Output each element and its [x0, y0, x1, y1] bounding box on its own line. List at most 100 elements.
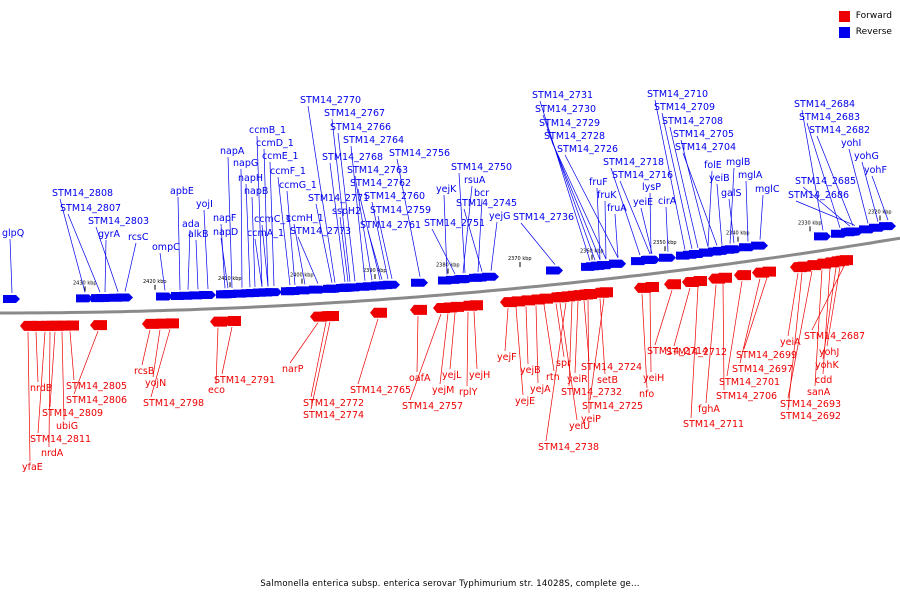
reverse-gene-ccmc-1[interactable]: ccmC_1	[254, 214, 291, 297]
reverse-gene-ccma-1[interactable]: ccmA_1	[247, 228, 284, 297]
forward-gene-eco[interactable]: eco	[208, 316, 227, 396]
reverse-gene-yeib[interactable]: yeiB	[709, 173, 730, 255]
forward-gene-stm14-2798[interactable]: STM14_2798	[143, 318, 204, 409]
reverse-gene-mgla[interactable]: mglA	[738, 170, 763, 252]
reverse-gene-stm14-2736[interactable]: STM14_2736	[513, 212, 574, 275]
gene-label: STM14_2718	[603, 157, 664, 168]
legend-reverse-label: Reverse	[855, 27, 892, 37]
reverse-gene-gyra[interactable]: gyrA	[96, 229, 121, 302]
gene-label: STM14_2774	[303, 410, 364, 421]
reverse-gene-cira[interactable]: cirA	[658, 196, 677, 262]
reverse-gene-stm14-2684[interactable]: STM14_2684	[794, 99, 855, 241]
gene-connector	[806, 122, 841, 228]
reverse-gene-stm14-2808[interactable]: STM14_2808	[52, 188, 113, 303]
forward-gene-stm14-2706[interactable]: STM14_2706	[715, 272, 777, 402]
reverse-gene-stm14-2751[interactable]: STM14_2751	[424, 218, 485, 284]
gene-arrow	[690, 275, 707, 286]
forward-gene-stm14-2697[interactable]: STM14_2697	[732, 267, 793, 375]
gene-connector	[104, 239, 107, 292]
reverse-gene-glpq[interactable]: glpQ	[2, 228, 24, 303]
forward-gene-stm14-2805[interactable]: STM14_2805	[62, 320, 127, 392]
gene-connector	[310, 322, 327, 398]
forward-gene-stm14-2687[interactable]: STM14_2687	[804, 255, 865, 342]
reverse-gene-ccmh-1[interactable]: ccmH_1	[286, 213, 324, 295]
forward-gene-rply[interactable]: rplY	[459, 300, 478, 398]
forward-gene-stm14-2725[interactable]: STM14_2725	[582, 287, 643, 412]
forward-gene-stm14-2774[interactable]: STM14_2774	[303, 310, 364, 421]
reverse-gene-stm14-2773[interactable]: STM14_2773	[290, 226, 351, 294]
forward-gene-stm14-2701[interactable]: STM14_2701	[719, 270, 780, 388]
gene-connector	[221, 326, 233, 375]
reverse-gene-yejk[interactable]: yejK	[436, 184, 457, 285]
forward-gene-stm14-2806[interactable]: STM14_2806	[66, 320, 127, 406]
gene-label: yohJ	[819, 347, 839, 358]
backbone-line	[0, 236, 900, 315]
reverse-gene-stm14-2761[interactable]: STM14_2761	[360, 220, 421, 290]
reverse-gene-yoji[interactable]: yojI	[196, 199, 216, 300]
reverse-gene-stm14-2685[interactable]: STM14_2685	[795, 176, 858, 237]
forward-gene-nfo[interactable]: nfo	[634, 282, 654, 400]
gene-connector	[525, 306, 529, 365]
forward-gene-stm14-2724[interactable]: STM14_2724	[576, 289, 642, 373]
gene-arrow	[339, 283, 356, 292]
legend-forward[interactable]: Forward	[838, 8, 892, 24]
gene-label: STM14_2687	[804, 331, 865, 342]
reverse-gene-ompc[interactable]: ompC	[152, 242, 180, 301]
gene-label: STM14_2685	[795, 176, 856, 187]
reverse-gene-napf[interactable]: napF	[213, 213, 236, 299]
forward-gene-rtn[interactable]: rtn	[536, 293, 560, 383]
forward-gene-nrdb[interactable]: nrdB	[28, 320, 52, 394]
forward-gene-oafa[interactable]: oafA	[409, 304, 431, 384]
reverse-gene-frua[interactable]: fruA	[607, 203, 627, 268]
gene-arrow	[62, 320, 79, 331]
reverse-gene-gals[interactable]: galS	[721, 188, 742, 254]
reverse-gene-yejg[interactable]: yejG	[482, 211, 510, 281]
gene-connector	[473, 311, 478, 370]
forward-gene-stm14-2714[interactable]: STM14_2714	[647, 279, 708, 357]
gene-connector	[48, 331, 51, 448]
forward-gene-yejh[interactable]: yejH	[466, 300, 490, 381]
reverse-gene-yohg[interactable]: yohG	[854, 151, 886, 232]
forward-gene-yojn[interactable]: yojN	[145, 318, 169, 389]
forward-gene-stm14-2765[interactable]: STM14_2765	[350, 307, 411, 396]
forward-gene-yejl[interactable]: yejL	[442, 301, 464, 381]
reverse-gene-napb[interactable]: napB	[244, 186, 268, 297]
gene-connector	[195, 239, 199, 290]
reverse-gene-rcsc[interactable]: rcsC	[116, 232, 149, 302]
forward-gene-spr[interactable]: spr	[548, 292, 571, 369]
gene-connector	[61, 331, 65, 421]
gene-label: yeiB	[709, 173, 730, 184]
reverse-gene-stm14-2756[interactable]: STM14_2756	[389, 148, 450, 287]
gene-label: mglA	[738, 170, 763, 181]
reverse-gene-yohf[interactable]: yohF	[864, 165, 896, 231]
reverse-gene-yeie[interactable]: yeiE	[633, 197, 660, 264]
forward-gene-stm14-2711[interactable]: STM14_2711	[683, 275, 744, 430]
gene-label: yojN	[145, 378, 166, 389]
reverse-gene-napd[interactable]: napD	[213, 227, 238, 299]
gene-label: folE	[704, 160, 722, 171]
gene-connector	[150, 329, 171, 398]
legend-reverse[interactable]: Reverse	[838, 24, 892, 40]
gene-label: STM14_2772	[303, 398, 364, 409]
forward-gene-yejm[interactable]: yejM	[432, 302, 457, 396]
gene-connector	[439, 313, 449, 385]
gene-label: STM14_2771	[308, 193, 369, 204]
gene-label: ccmE_1	[262, 151, 299, 162]
gene-connector	[367, 230, 383, 280]
forward-gene-yfae[interactable]: yfaE	[20, 320, 43, 473]
gene-label: yojI	[196, 199, 213, 210]
reverse-gene-ssph2[interactable]: sspH2	[332, 206, 361, 292]
reverse-gene-stm14-2686[interactable]: STM14_2686	[788, 190, 863, 236]
gene-connector	[568, 301, 573, 387]
gene-arrow	[90, 320, 107, 331]
forward-gene-yeia[interactable]: yeiA	[780, 262, 807, 348]
reverse-gene-mglc[interactable]: mglC	[751, 184, 780, 250]
gene-arrow	[162, 318, 179, 329]
forward-gene-yejf[interactable]: yejF	[497, 297, 517, 363]
reverse-gene-fole[interactable]: folE	[699, 160, 722, 257]
forward-gene-stm14-2791[interactable]: STM14_2791	[214, 316, 275, 386]
forward-gene-yeip[interactable]: yeiP	[580, 289, 601, 425]
gene-connector	[787, 273, 799, 337]
forward-gene-yeih[interactable]: yeiH	[642, 281, 664, 384]
gene-connector	[814, 269, 823, 387]
